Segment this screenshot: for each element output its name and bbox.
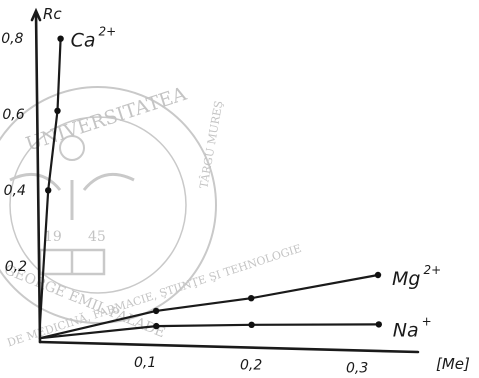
seal-top-text: UNIVERSITATEA: [23, 83, 189, 156]
data-point-ca: [45, 187, 52, 194]
x-tick-label: 0,2: [240, 358, 262, 374]
y-tick-label: 0,4: [4, 183, 26, 199]
data-point-mg: [152, 307, 160, 315]
y-tick-label: 0,6: [2, 107, 24, 123]
series-label-ca: Ca 2+: [71, 25, 117, 52]
series-label-na: Na +: [393, 314, 432, 341]
series-points: [45, 35, 382, 330]
x-tick-label: 0,3: [346, 360, 368, 376]
data-point-mg: [248, 295, 255, 302]
seal-right-text: TÂRGU MUREŞ: [196, 100, 225, 190]
axes: Rc [Me]: [30, 5, 470, 373]
data-point-ca: [57, 35, 64, 42]
data-point-na: [375, 321, 382, 328]
y-tick-label: 0,8: [1, 31, 23, 47]
series-line-mg: [38, 273, 380, 340]
y-axis-title: Rc: [43, 5, 62, 23]
x-axis-title: [Me]: [436, 355, 470, 373]
y-axis-line: [34, 10, 42, 344]
data-point-mg: [374, 271, 382, 279]
series-line-ca: [38, 37, 62, 328]
seal-year-left: 19: [44, 229, 62, 245]
y-axis-arrowhead: [30, 7, 42, 22]
data-point-ca: [54, 107, 61, 115]
series-lines: [38, 37, 380, 340]
series-labels: Ca 2+ Mg 2+ Na +: [71, 25, 442, 342]
x-axis-line: [38, 340, 420, 354]
data-point-na: [248, 321, 255, 328]
university-seal-watermark: 19 45 UNIVERSITATEA GEORGE EMIL PALADE T…: [0, 83, 303, 350]
series-line-na: [38, 323, 380, 340]
x-tick-label: 0,1: [134, 355, 156, 371]
data-point-na: [153, 322, 160, 330]
series-label-mg: Mg 2+: [392, 263, 441, 290]
tick-labels: 0,2 0,4 0,6 0,8 0,1 0,2 0,3: [1, 31, 368, 376]
y-tick-label: 0,2: [5, 259, 27, 275]
seal-year-right: 45: [88, 229, 106, 245]
